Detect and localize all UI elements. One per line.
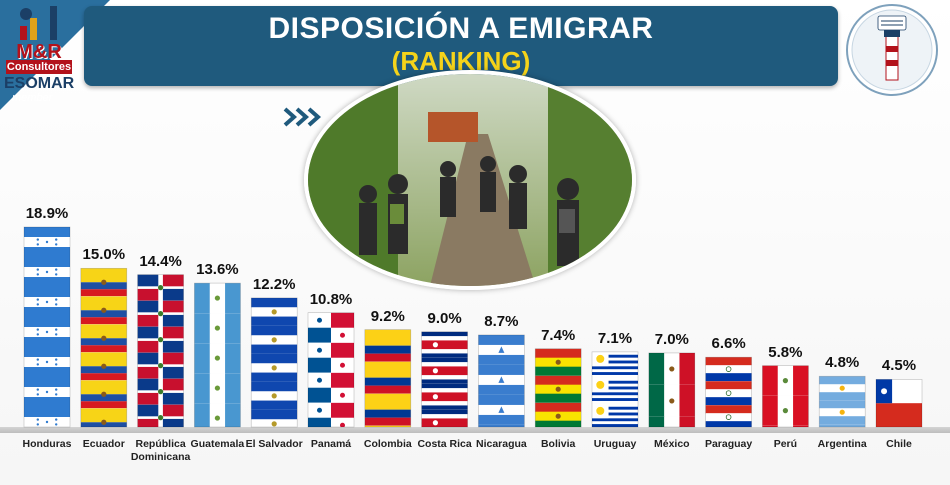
data-label: 7.4% <box>541 326 576 344</box>
category-label: Chile <box>886 438 912 450</box>
bar-argentina <box>818 375 866 428</box>
category-label: Colombia <box>363 438 412 450</box>
data-label: 13.6% <box>196 261 239 279</box>
data-label: 10.8% <box>309 290 353 308</box>
data-label: 7.1% <box>597 329 633 347</box>
bar-nicaragua <box>478 334 525 428</box>
data-label: 12.2% <box>252 275 296 293</box>
category-label: Honduras <box>22 438 72 450</box>
category-label: Paraguay <box>704 438 753 450</box>
data-label: 4.8% <box>825 354 860 372</box>
bar-el-salvador <box>250 297 298 428</box>
bar-paraguay <box>705 356 752 428</box>
data-label: 6.6% <box>711 335 746 353</box>
chart-logo-icon <box>20 6 57 40</box>
bar-chile <box>875 379 923 428</box>
data-label: 8.7% <box>484 312 519 330</box>
bar-colombia <box>364 329 412 428</box>
data-label: 5.8% <box>768 343 803 361</box>
lighthouse-seal-icon <box>846 4 938 96</box>
data-label: 4.5% <box>881 357 917 375</box>
bar-ecuador <box>80 267 128 428</box>
data-label: 9.2% <box>370 307 405 325</box>
data-label: 7.0% <box>654 330 689 348</box>
data-label: 18.9% <box>25 205 69 222</box>
category-label: Argentina <box>817 438 867 450</box>
category-label: Nicaragua <box>476 438 527 450</box>
bar-méxico <box>648 352 696 428</box>
category-label: Bolivia <box>540 438 576 450</box>
data-label: 9.0% <box>427 309 462 327</box>
bar-perú <box>762 365 809 428</box>
bar-uruguay <box>591 351 639 428</box>
category-label: Guatemala <box>190 438 245 450</box>
chart-baseline <box>0 427 950 433</box>
logo-sub: Consultores <box>6 60 72 74</box>
chart-title: DISPOSICIÓN A EMIGRAR <box>268 12 654 45</box>
logo-member: member <box>12 92 53 104</box>
category-label: República Dominicana <box>130 438 191 463</box>
logo-brand: M&R <box>16 41 62 63</box>
data-label: 15.0% <box>82 246 126 264</box>
category-label: Ecuador <box>82 438 125 450</box>
bar-guatemala <box>194 282 241 428</box>
double-chevron-icon <box>283 107 322 127</box>
category-label: Uruguay <box>593 438 637 450</box>
category-label: México <box>653 438 690 450</box>
category-label: El Salvador <box>245 438 303 450</box>
category-label: Costa Rica <box>417 438 472 450</box>
bar-costa-rica <box>421 331 468 428</box>
bar-bolivia <box>534 348 582 428</box>
category-label: Panamá <box>310 438 352 450</box>
company-logo: M&R Consultores ESOMAR member <box>4 4 74 104</box>
bar-honduras <box>23 226 71 428</box>
bar-panamá <box>307 312 355 428</box>
category-label: Perú <box>773 438 798 450</box>
logo-esomar: ESOMAR <box>4 75 75 92</box>
bar-república-dominicana <box>137 274 184 428</box>
data-label: 14.4% <box>139 252 182 270</box>
